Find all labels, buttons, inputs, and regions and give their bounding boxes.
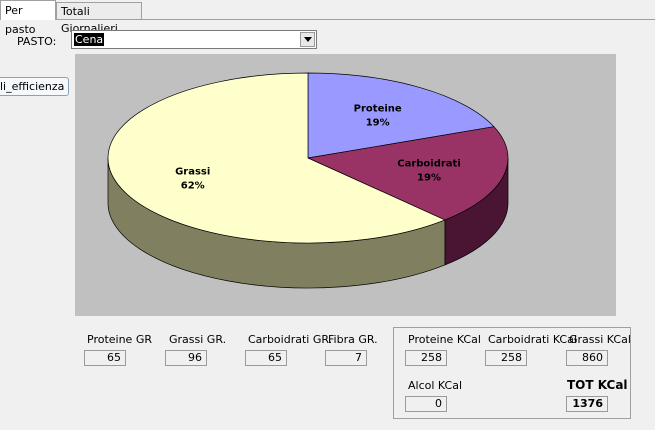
proteine-kcal-label: Proteine KCal	[408, 333, 481, 346]
fibra-gr-field: 7	[325, 350, 367, 366]
proteine-gr-field: 65	[84, 350, 126, 366]
grassi-gr-field: 96	[165, 350, 207, 366]
tooltip: li_efficienza	[0, 77, 70, 96]
pie-slice-proteine	[307, 72, 495, 159]
carboidrati-kcal-field: 258	[485, 350, 527, 366]
fibra-gr-label: Fibra GR.	[328, 333, 378, 346]
pie-label-proteine-name: Proteine	[354, 103, 402, 114]
pasto-selected-value: Cena	[74, 33, 105, 46]
proteine-kcal-field: 258	[405, 350, 447, 366]
carboidrati-gr-label: Carboidrati GR.	[248, 333, 333, 346]
tab-totali-giornalieri[interactable]: Totali Giornalieri	[56, 2, 142, 35]
carboidrati-kcal-label: Carboidrati KCal	[488, 333, 577, 346]
pie-label-grassi-percent: 62%	[181, 180, 205, 191]
chevron-down-icon	[304, 37, 312, 42]
carboidrati-gr-field: 65	[245, 350, 287, 366]
proteine-gr-label: Proteine GR	[87, 333, 152, 346]
tab-per-pasto[interactable]: Per pasto	[0, 0, 56, 36]
pie-label-grassi-name: Grassi	[175, 166, 210, 177]
tot-kcal-label: TOT KCal	[567, 378, 628, 392]
grassi-kcal-field: 860	[566, 350, 608, 366]
tab-bar-divider	[0, 19, 655, 20]
pie-label-carboidrati-percent: 19%	[417, 172, 441, 183]
grassi-gr-label: Grassi GR.	[169, 333, 227, 346]
kcal-group	[393, 327, 631, 419]
alcol-kcal-field: 0	[405, 396, 447, 412]
pie-label-carboidrati-name: Carboidrati	[397, 158, 461, 169]
grassi-kcal-label: Grassi KCal	[569, 333, 631, 346]
pasto-dropdown-button[interactable]	[300, 32, 315, 47]
pasto-label: PASTO:	[17, 35, 57, 48]
pasto-select[interactable]: Cena	[71, 30, 317, 49]
alcol-kcal-label: Alcol KCal	[408, 379, 463, 392]
pie-slice-grassi	[107, 72, 446, 244]
pie-label-proteine-percent: 19%	[366, 117, 390, 128]
tot-kcal-field: 1376	[566, 396, 608, 412]
pie-slice-carboidrati	[306, 126, 509, 221]
macro-pie-chart: Proteine 19% Carboidrati 19% Grassi 62%	[75, 54, 616, 316]
tab-bar: Per pasto Totali Giornalieri	[0, 0, 655, 36]
